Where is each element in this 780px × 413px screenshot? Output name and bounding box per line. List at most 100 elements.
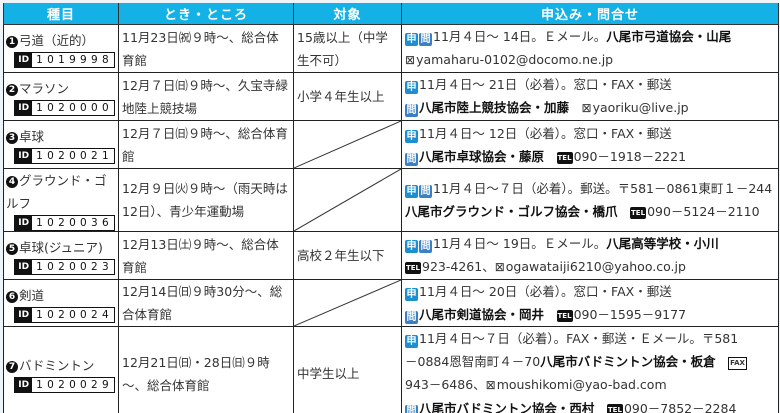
contact-cell: 申 11月４日～７日（必着）。FAX・郵送・Ｅメール。〒581 －0884恩智南町４… <box>401 326 779 413</box>
tel-icon: TEL <box>630 207 647 219</box>
target-cell-empty <box>293 279 402 327</box>
event-cell: 4 グラウンド・ゴルフ ID 1020036 <box>3 168 119 232</box>
contact-text: 11月４日～ 12日（必着）。窓口・FAX・郵送 <box>419 125 672 141</box>
contact-line: 申 11月４日～ 21日（必着）。窓口・FAX・郵送 <box>405 73 775 96</box>
contact-line: 申 11月４日～ 12日（必着）。窓口・FAX・郵送 <box>405 122 775 145</box>
contact-text: yaoriku@live.jp <box>592 100 689 115</box>
contact-organization: 八尾市弓道協会・山尾 <box>606 29 732 44</box>
inquiry-icon: 問 <box>405 152 418 166</box>
inquiry-icon: 問 <box>405 405 418 413</box>
event-id: 1020029 <box>36 379 113 391</box>
contact-text: yamaharu-0102@docomo.ne.jp <box>416 52 614 67</box>
contact-line: 問八尾市剣道協会・岡井 TEL 090－1595－9177 <box>405 303 775 326</box>
id-icon: ID <box>15 260 33 274</box>
inquiry-icon: 問 <box>405 311 418 324</box>
table-row: 3 卓球 ID 1020021 12月７日㈰９時～、総合体育館 申 11月４日～ 12日… <box>3 120 779 169</box>
inquiry-icon: 問 <box>419 240 432 253</box>
event-title: 卓球(ジュニア) <box>19 240 103 255</box>
diagonal-slash <box>294 121 401 168</box>
table-row: 6 剣道 ID 1020024 12月14日㈰９時30分～、総合体育館 申 11月４日～… <box>3 279 779 327</box>
event-cell: 1 弓道（近的） ID 1019998 <box>3 24 119 73</box>
event-cell: 6 剣道 ID 1020024 <box>3 279 119 327</box>
when-where-cell: 12月９日㈫９時～（雨天時は12日）、青少年運動場 <box>118 168 294 232</box>
id-icon: ID <box>15 53 33 67</box>
contact-text: 090－1595－9177 <box>573 307 687 322</box>
fax-icon: FAX <box>728 357 747 370</box>
event-name: 7 バドミントン <box>6 354 115 377</box>
table-row: 5 卓球(ジュニア) ID 1020023 12月13日㈯９時～、総合体育館 高校２年… <box>3 231 779 280</box>
contact-organization: 八尾市グラウンド・ゴルフ協会・橋爪 <box>405 204 618 219</box>
event-title: マラソン <box>19 81 70 96</box>
diagonal-slash <box>294 169 401 231</box>
inquiry-icon: 問 <box>419 33 432 46</box>
id-tag: ID 1020021 <box>14 148 115 164</box>
when-where-cell: 12月21日㈰・28日㈰９時～、総合体育館 <box>118 326 294 413</box>
contact-text <box>569 100 582 115</box>
contact-text: 11月４日～７日（必着）。郵送。〒581－0861東町１－244 <box>433 181 773 196</box>
number-icon: 3 <box>6 132 18 144</box>
contact-text: 11月４日～ 19日。Ｅメール。 <box>433 236 607 251</box>
id-icon: ID <box>15 216 33 230</box>
id-tag: ID 1019998 <box>14 52 115 68</box>
tel-icon: TEL <box>606 404 623 413</box>
event-cell: 2 マラソン ID 1020000 <box>3 72 119 121</box>
header-event: 種目 <box>3 3 119 25</box>
contact-text: 090－7852－2284 <box>623 401 737 413</box>
contact-text <box>716 354 729 369</box>
contact-line: 申 11月４日～ 20日（必着）。窓口・FAX・郵送 <box>405 280 775 303</box>
number-icon: 2 <box>6 84 18 96</box>
contact-text: 943－6486、 <box>405 377 486 392</box>
table-row: 7 バドミントン ID 1020029 12月21日㈰・28日㈰９時～、総合体育館中… <box>3 326 779 413</box>
table-row: 4 グラウンド・ゴルフ ID 1020036 12月９日㈫９時～（雨天時は12日）、… <box>3 168 779 232</box>
target-cell-empty <box>293 168 402 232</box>
apply-icon: 申 <box>405 288 418 301</box>
contact-text: 11月４日～ 14日。Ｅメール。 <box>433 29 607 44</box>
event-title: 卓球 <box>19 129 45 144</box>
diagonal-slash <box>294 280 401 326</box>
contact-text: 090－5124－2110 <box>647 204 760 219</box>
contact-text: 11月４日～７日（必着）。FAX・郵送・Ｅメール。〒581 <box>419 331 739 346</box>
apply-icon: 申 <box>405 33 418 46</box>
event-cell: 5 卓球(ジュニア) ID 1020023 <box>3 231 119 280</box>
table-row: 1 弓道（近的） ID 1019998 11月23日㈷９時～、総合体育館 15歳以上（… <box>3 24 779 73</box>
id-tag: ID 1020024 <box>14 306 115 323</box>
event-name: 2 マラソン <box>6 77 115 100</box>
event-id: 1020021 <box>36 150 113 162</box>
target-cell: 高校２年生以下 <box>293 231 402 280</box>
contact-line: TEL 923-4261、⊠ogawataiji6210@yahoo.co.jp <box>405 255 775 279</box>
events-table: 種目 とき・ところ 対象 申込み・問合せ 1 弓道（近的） ID 1019998 1… <box>3 3 779 413</box>
contact-line: 問八尾市陸上競技協会・加藤 ⊠yaoriku@live.jp <box>405 96 775 120</box>
inquiry-icon: 問 <box>405 104 418 117</box>
event-name: 5 卓球(ジュニア) <box>6 236 115 259</box>
event-name: 3 卓球 <box>6 125 115 148</box>
id-icon: ID <box>15 149 33 163</box>
contact-line: 申 11月４日～７日（必着）。FAX・郵送・Ｅメール。〒581 <box>405 327 775 350</box>
when-where-cell: 12月13日㈯９時～、総合体育館 <box>118 231 294 280</box>
contact-cell: 申問 11月４日～ 14日。Ｅメール。八尾市弓道協会・山尾 ⊠yamaharu-01… <box>401 24 779 73</box>
target-cell: 中学生以上 <box>293 326 402 413</box>
contact-line: 申問 11月４日～ 19日。Ｅメール。八尾高等学校・小川 <box>405 232 775 255</box>
contact-line: 申問 11月４日～ 14日。Ｅメール。八尾市弓道協会・山尾 <box>405 25 775 48</box>
when-where-cell: 12月14日㈰９時30分～、総合体育館 <box>118 279 294 327</box>
id-tag: ID 1020000 <box>14 100 115 116</box>
table-row: 2 マラソン ID 1020000 12月７日㈰９時～、久宝寺緑地陸上競技場 小学４年… <box>3 72 779 121</box>
contact-text <box>594 401 607 413</box>
contact-organization: 八尾高等学校・小川 <box>606 236 719 251</box>
id-tag: ID 1020023 <box>14 259 115 275</box>
event-id: 1020000 <box>36 102 113 114</box>
number-icon: 5 <box>6 243 18 255</box>
apply-icon: 申 <box>405 240 418 253</box>
when-where-cell: 11月23日㈷９時～、総合体育館 <box>118 24 294 73</box>
event-title: 剣道 <box>19 287 45 303</box>
event-cell: 3 卓球 ID 1020021 <box>3 120 119 169</box>
contact-organization: 八尾市バドミントン協会・板倉 <box>540 354 716 369</box>
contact-line: 申問 11月４日～７日（必着）。郵送。〒581－0861東町１－244 <box>405 177 775 200</box>
contact-line: 問八尾市卓球協会・藤原 TEL 090－1918－2221 <box>405 145 775 168</box>
contact-text: 11月４日～ 21日（必着）。窓口・FAX・郵送 <box>419 77 672 92</box>
mail-icon: ⊠ <box>581 101 592 115</box>
when-where-cell: 12月７日㈰９時～、久宝寺緑地陸上競技場 <box>118 72 294 121</box>
contact-cell: 申 11月４日～ 20日（必着）。窓口・FAX・郵送問八尾市剣道協会・岡井 TEL… <box>401 279 779 327</box>
tel-icon: TEL <box>556 151 573 164</box>
contact-text: 11月４日～ 20日（必着）。窓口・FAX・郵送 <box>419 284 672 299</box>
